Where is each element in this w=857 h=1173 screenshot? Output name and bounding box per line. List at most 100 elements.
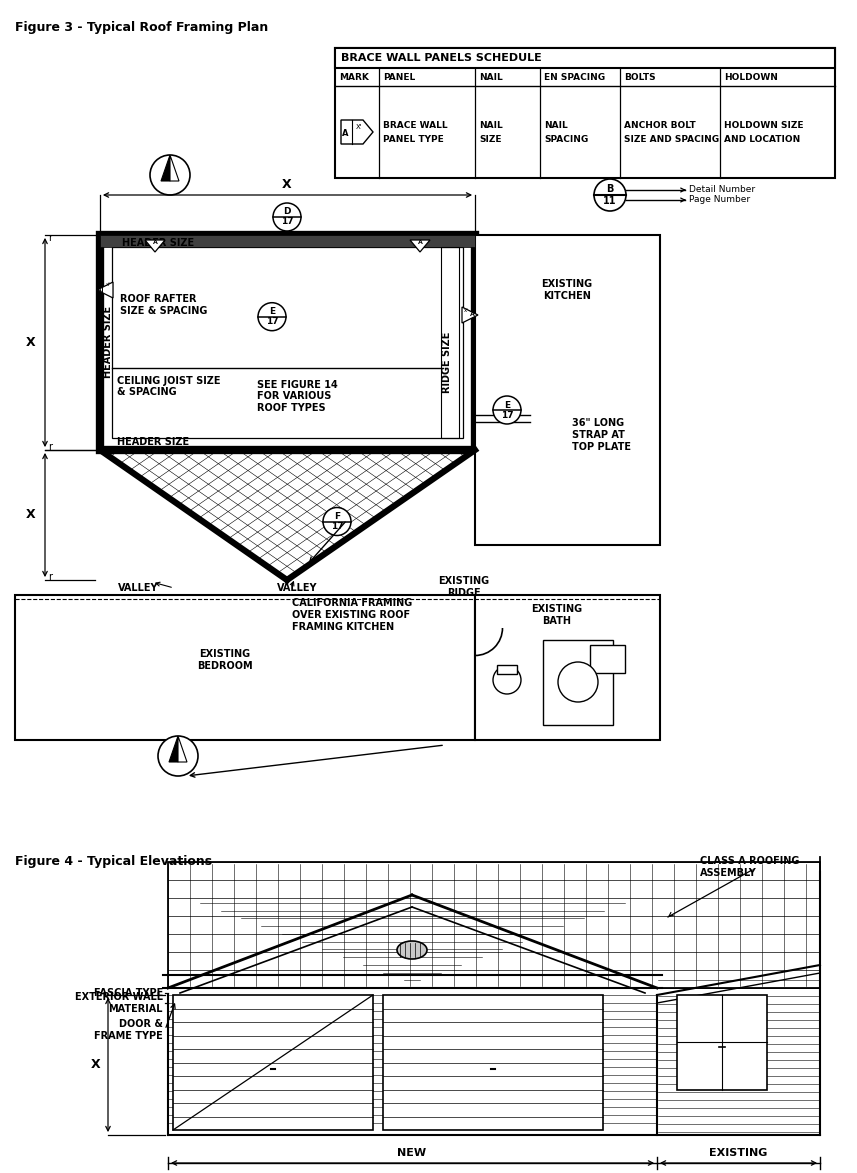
Text: RIDGE SIZE: RIDGE SIZE	[442, 331, 452, 393]
Bar	[173, 995, 373, 1130]
Text: X': X'	[356, 124, 363, 130]
Polygon shape	[161, 155, 170, 181]
Text: E: E	[504, 400, 510, 409]
Text: EXISTING
BATH: EXISTING BATH	[531, 604, 583, 626]
Text: CEILING JOIST SIZE
& SPACING: CEILING JOIST SIZE & SPACING	[117, 375, 220, 398]
Text: 11: 11	[603, 196, 617, 206]
Circle shape	[323, 508, 351, 536]
Bar	[497, 665, 517, 674]
Circle shape	[594, 179, 626, 211]
Text: SEE FIGURE 14
FOR VARIOUS
ROOF TYPES: SEE FIGURE 14 FOR VARIOUS ROOF TYPES	[257, 380, 338, 413]
Text: VALLEY: VALLEY	[118, 583, 159, 594]
Text: EXISTING
RIDGE: EXISTING RIDGE	[439, 576, 489, 598]
Text: NEW: NEW	[398, 1148, 427, 1158]
Bar	[15, 595, 475, 740]
Text: SIZE AND SPACING: SIZE AND SPACING	[624, 136, 719, 144]
Text: SPACING: SPACING	[544, 136, 588, 144]
Text: D: D	[284, 208, 291, 217]
Text: Page Number: Page Number	[689, 196, 750, 204]
Circle shape	[258, 303, 286, 331]
Text: EXTERIOR WALL
MATERIAL: EXTERIOR WALL MATERIAL	[75, 992, 163, 1013]
Text: MARK: MARK	[339, 73, 369, 81]
Bar	[383, 995, 603, 1130]
Text: VALLEY: VALLEY	[277, 583, 317, 594]
Text: DOOR &
FRAME TYPE: DOOR & FRAME TYPE	[94, 1019, 163, 1040]
Polygon shape	[462, 307, 478, 323]
Text: X: X	[91, 1058, 101, 1071]
Text: A: A	[97, 287, 101, 292]
Text: Figure 4 - Typical Elevations: Figure 4 - Typical Elevations	[15, 855, 213, 868]
Bar	[168, 862, 820, 988]
Text: B: B	[606, 184, 614, 194]
Text: FASCIA TYPE: FASCIA TYPE	[93, 988, 163, 998]
Bar	[441, 248, 459, 438]
Polygon shape	[170, 155, 179, 181]
Text: EXISTING
KITCHEN: EXISTING KITCHEN	[542, 279, 592, 300]
Polygon shape	[178, 735, 187, 762]
Text: A: A	[153, 240, 158, 245]
Text: HEADER SIZE: HEADER SIZE	[103, 306, 113, 378]
Polygon shape	[410, 240, 430, 252]
Text: 17: 17	[331, 522, 344, 531]
Polygon shape	[145, 240, 165, 252]
Text: PANEL: PANEL	[383, 73, 416, 81]
Text: NAIL: NAIL	[544, 122, 567, 130]
Text: BRACE WALL: BRACE WALL	[383, 122, 447, 130]
Text: r: r	[48, 572, 52, 582]
Text: ROOF RAFTER
SIZE & SPACING: ROOF RAFTER SIZE & SPACING	[120, 294, 207, 316]
Text: EXISTING
BEDROOM: EXISTING BEDROOM	[197, 649, 253, 671]
Text: NAIL: NAIL	[479, 73, 503, 81]
Text: Figure 3 - Typical Roof Framing Plan: Figure 3 - Typical Roof Framing Plan	[15, 21, 268, 34]
Text: CALIFORNIA FRAMING
OVER EXISTING ROOF
FRAMING KITCHEN: CALIFORNIA FRAMING OVER EXISTING ROOF FR…	[292, 598, 412, 631]
Text: X: X	[27, 335, 36, 348]
Text: 36" LONG
STRAP AT
TOP PLATE: 36" LONG STRAP AT TOP PLATE	[572, 419, 631, 452]
Circle shape	[493, 666, 521, 694]
Text: EN SPACING: EN SPACING	[544, 73, 605, 81]
Text: CLASS A ROOFING
ASSEMBLY: CLASS A ROOFING ASSEMBLY	[700, 856, 800, 877]
Circle shape	[158, 735, 198, 777]
Bar	[335, 48, 835, 68]
Bar	[335, 48, 835, 178]
Text: A: A	[470, 312, 475, 318]
Text: HOLDOWN SIZE: HOLDOWN SIZE	[724, 122, 804, 130]
Text: SIZE: SIZE	[479, 136, 501, 144]
Text: HOLDOWN: HOLDOWN	[724, 73, 778, 81]
Text: BRACE WALL PANELS SCHEDULE: BRACE WALL PANELS SCHEDULE	[341, 53, 542, 63]
Polygon shape	[341, 120, 373, 144]
Bar	[543, 640, 613, 725]
Text: E: E	[269, 307, 275, 317]
Text: A: A	[342, 129, 348, 137]
Text: 17: 17	[281, 217, 293, 226]
Bar	[112, 248, 463, 438]
Polygon shape	[97, 282, 113, 298]
Text: PANEL TYPE: PANEL TYPE	[383, 136, 444, 144]
Text: x': x'	[464, 307, 469, 312]
Text: r: r	[48, 233, 52, 243]
Text: EXISTING: EXISTING	[709, 1148, 767, 1158]
Text: AND LOCATION: AND LOCATION	[724, 136, 800, 144]
Text: BOLTS: BOLTS	[624, 73, 656, 81]
Text: Detail Number: Detail Number	[689, 185, 755, 195]
Bar	[475, 595, 660, 740]
Bar	[475, 235, 660, 545]
Bar	[100, 235, 475, 248]
Circle shape	[273, 203, 301, 231]
Text: X: X	[27, 509, 36, 522]
Circle shape	[558, 662, 598, 701]
Text: 17: 17	[500, 411, 513, 420]
Text: F: F	[334, 511, 340, 521]
Text: ANCHOR BOLT: ANCHOR BOLT	[624, 122, 696, 130]
Ellipse shape	[397, 941, 427, 960]
Bar	[677, 995, 767, 1090]
Circle shape	[493, 396, 521, 423]
Circle shape	[150, 155, 190, 195]
Text: r: r	[48, 442, 52, 452]
Bar	[100, 235, 475, 450]
Text: 17: 17	[266, 317, 279, 326]
Text: x': x'	[105, 283, 111, 287]
Text: A: A	[417, 240, 423, 245]
Text: X: X	[282, 178, 292, 191]
Bar	[590, 645, 625, 673]
Text: HEADER SIZE: HEADER SIZE	[117, 438, 189, 447]
Text: HEADER SIZE: HEADER SIZE	[122, 238, 195, 248]
